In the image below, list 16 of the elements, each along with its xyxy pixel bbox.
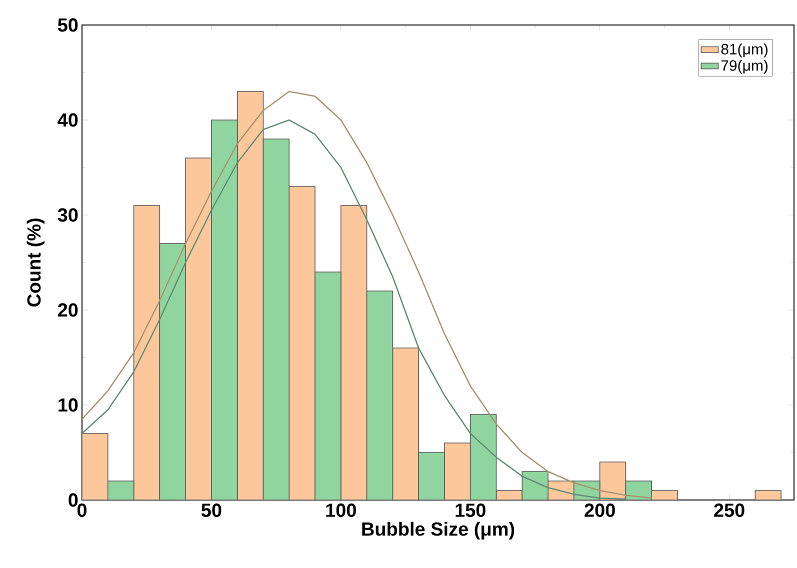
- legend-label: 79(μm): [721, 60, 768, 74]
- x-tick-label: 0: [77, 504, 87, 517]
- x-tick-label: 100: [326, 504, 356, 517]
- x-tick-label: 250: [714, 504, 744, 517]
- x-tick-label: 50: [201, 504, 222, 517]
- y-tick-label: 40: [58, 113, 78, 127]
- y-tick-label: 30: [58, 208, 78, 222]
- y-axis-title: Count (%): [26, 218, 44, 307]
- x-tick-label: 150: [456, 504, 486, 517]
- x-axis-title: Bubble Size (μm): [362, 522, 514, 540]
- y-tick-label: 50: [58, 18, 78, 32]
- y-tick-label: 20: [58, 303, 78, 317]
- legend-label: 81(μm): [721, 43, 768, 58]
- y-tick-label: 0: [68, 493, 78, 507]
- y-tick-label: 10: [58, 398, 78, 412]
- x-tick-label: 200: [584, 504, 615, 517]
